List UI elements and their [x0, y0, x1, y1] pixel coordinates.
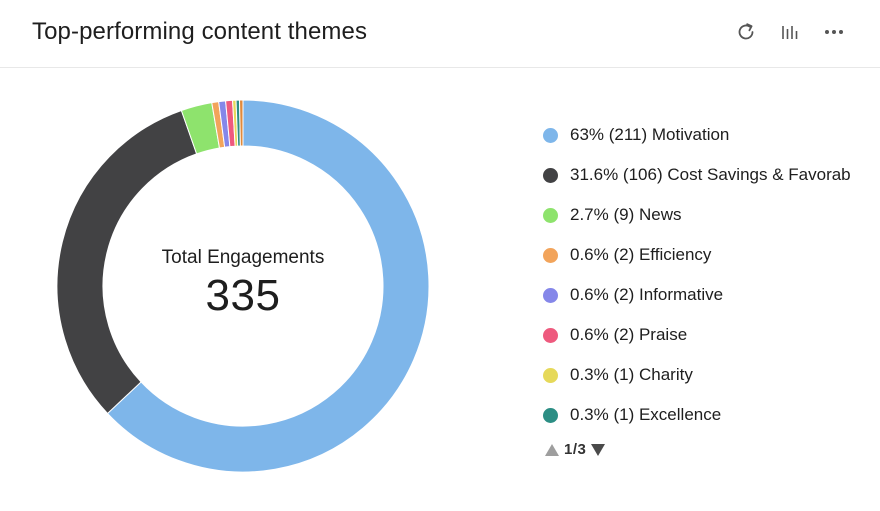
- legend-item[interactable]: 0.6% (2) Informative: [543, 275, 853, 315]
- legend-label: 2.7% (9) News: [570, 205, 682, 224]
- legend-swatch: [543, 167, 558, 183]
- donut-center-value: 335: [205, 271, 281, 320]
- triangle-down-icon: [591, 443, 606, 456]
- legend-item[interactable]: 31.6% (106) Cost Savings & Favorab: [543, 155, 853, 195]
- refresh-button[interactable]: [734, 20, 758, 44]
- legend-swatch: [543, 207, 558, 223]
- donut-slice[interactable]: [239, 99, 244, 147]
- legend-swatch: [543, 247, 558, 263]
- card-title: Top-performing content themes: [32, 18, 368, 45]
- more-options-icon: [825, 30, 843, 34]
- legend-swatch: [543, 127, 558, 143]
- legend-page-indicator: 1/3: [564, 441, 587, 458]
- donut-slice[interactable]: [106, 99, 430, 473]
- legend-item[interactable]: 0.6% (2) Efficiency: [543, 235, 853, 275]
- legend-prev-page-button[interactable]: [543, 442, 561, 458]
- more-options-button[interactable]: [822, 20, 846, 44]
- donut-center-label: Total Engagements: [161, 247, 325, 268]
- donut-chart: [56, 99, 430, 473]
- legend-item[interactable]: 0.3% (1) Charity: [543, 355, 853, 395]
- refresh-icon: [738, 23, 754, 40]
- legend-label: 0.6% (2) Efficiency: [570, 245, 712, 264]
- triangle-up-icon: [545, 443, 559, 456]
- legend-label: 0.3% (1) Charity: [570, 365, 693, 384]
- legend-item[interactable]: 63% (211) Motivation: [543, 115, 853, 155]
- legend-label: 63% (211) Motivation: [570, 125, 730, 144]
- legend-next-page-button[interactable]: [589, 442, 607, 458]
- legend-pager: 1/3: [543, 441, 607, 458]
- legend-label: 31.6% (106) Cost Savings & Favorab: [570, 165, 851, 184]
- donut-chart-area: Total Engagements 335: [0, 69, 500, 511]
- legend-swatch: [543, 327, 558, 343]
- legend-label: 0.3% (1) Excellence: [570, 405, 722, 424]
- header-toolbar: [734, 20, 846, 44]
- legend-label: 0.6% (2) Informative: [570, 285, 724, 304]
- chart-legend: 63% (211) Motivation 31.6% (106) Cost Sav…: [543, 115, 853, 435]
- chart-type-button[interactable]: [778, 20, 802, 44]
- legend-swatch: [543, 367, 558, 383]
- legend-item[interactable]: 2.7% (9) News: [543, 195, 853, 235]
- bar-chart-icon: [782, 26, 798, 39]
- legend-label: 0.6% (2) Praise: [570, 325, 688, 344]
- card-header: Top-performing content themes: [0, 0, 880, 68]
- legend-swatch: [543, 287, 558, 303]
- legend-swatch: [543, 407, 558, 423]
- legend-item[interactable]: 0.3% (1) Excellence: [543, 395, 853, 435]
- legend-item[interactable]: 0.6% (2) Praise: [543, 315, 853, 355]
